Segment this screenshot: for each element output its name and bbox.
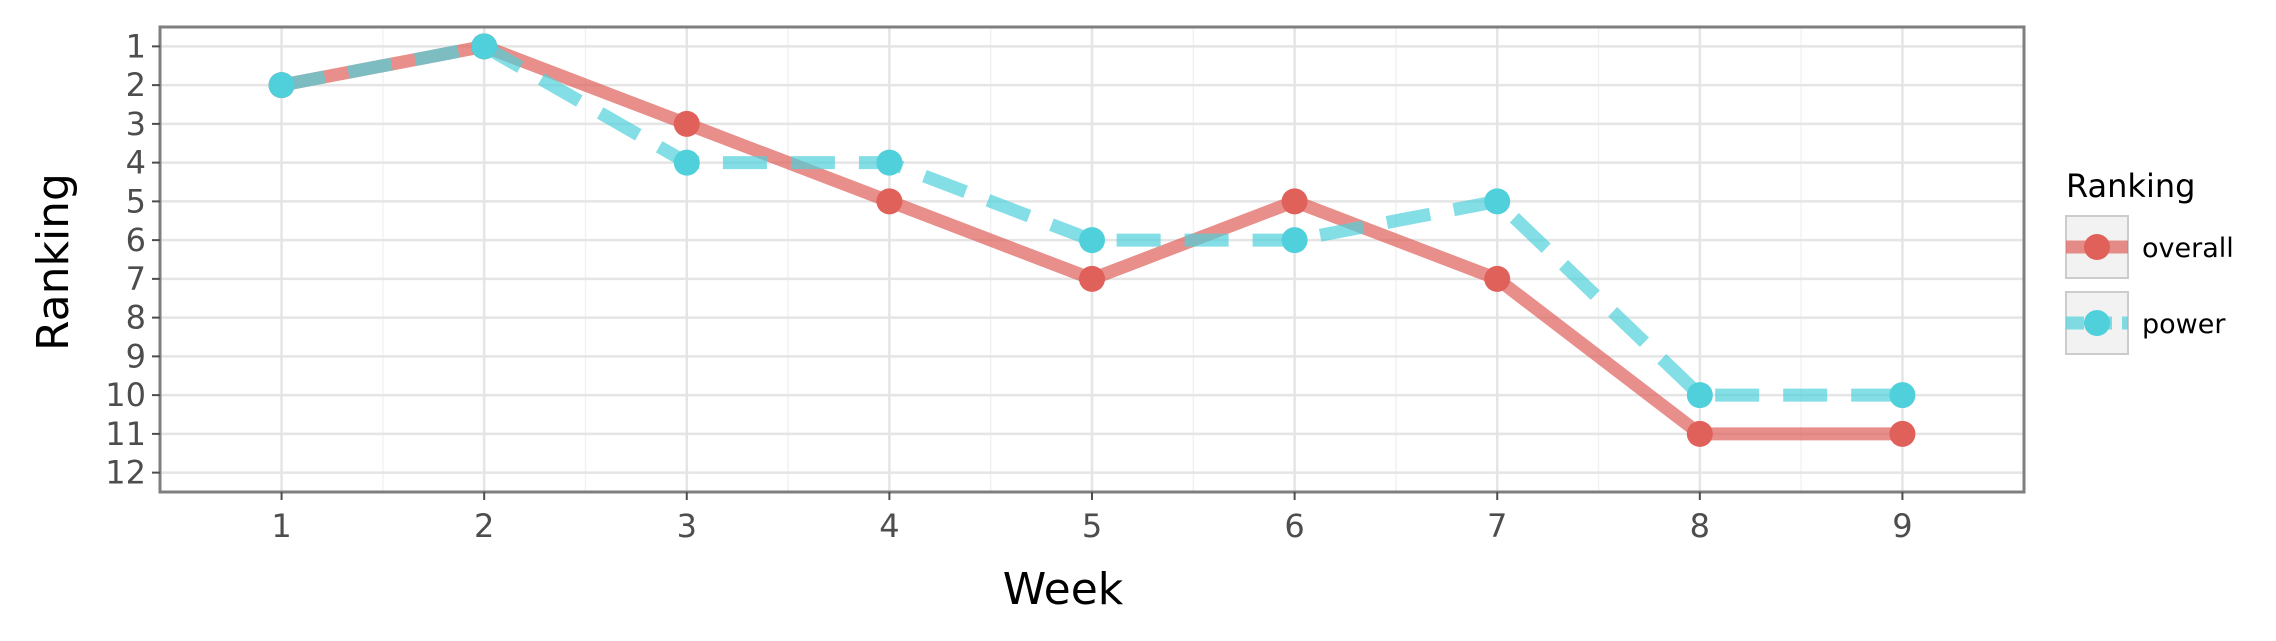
data-point-overall — [1281, 188, 1308, 215]
y-tick-label: 1 — [126, 27, 146, 65]
legend: Ranking overall power — [2065, 167, 2234, 355]
data-point-overall — [673, 110, 700, 137]
y-axis-title: Ranking — [28, 173, 79, 351]
x-tick-label: 3 — [677, 507, 697, 545]
data-point-power — [268, 72, 295, 99]
y-tick-label: 9 — [126, 337, 146, 375]
x-tick-label: 1 — [271, 507, 291, 545]
y-tick-label: 8 — [126, 299, 146, 337]
x-tick-label: 7 — [1487, 507, 1507, 545]
data-point-power — [1281, 227, 1308, 254]
x-tick-label: 6 — [1284, 507, 1304, 545]
legend-title: Ranking — [2066, 167, 2195, 205]
legend-label: power — [2142, 309, 2226, 340]
grid-lines — [160, 27, 2024, 492]
y-tick-label: 2 — [126, 66, 146, 104]
y-tick-label: 11 — [105, 415, 146, 453]
x-axis-title: Week — [1003, 564, 1124, 615]
y-tick-label: 7 — [126, 260, 146, 298]
x-tick-label: 5 — [1082, 507, 1102, 545]
legend-label: overall — [2142, 233, 2234, 264]
legend-key-point — [2084, 234, 2110, 260]
data-point-overall — [1889, 420, 1916, 447]
data-point-overall — [1079, 265, 1105, 292]
x-tick-label: 2 — [474, 507, 494, 545]
data-point-power — [471, 33, 498, 60]
y-tick-label: 12 — [105, 454, 146, 492]
data-series — [268, 33, 1916, 447]
legend-item-overall: overall — [2065, 215, 2234, 279]
legend-key-point — [2084, 310, 2110, 336]
y-tick-label: 5 — [126, 182, 146, 220]
legend-item-power: power — [2065, 291, 2226, 355]
data-point-power — [1079, 227, 1105, 254]
data-point-overall — [1686, 420, 1713, 447]
data-point-overall — [1484, 265, 1511, 292]
x-tick-label: 4 — [879, 507, 899, 545]
x-axis: 1 2 3 4 5 6 7 8 9 — [271, 492, 1913, 545]
data-point-power — [673, 149, 700, 176]
data-point-power — [876, 149, 903, 176]
data-point-power — [1686, 382, 1713, 409]
data-point-power — [1484, 188, 1511, 215]
y-tick-label: 3 — [126, 105, 146, 143]
x-tick-label: 9 — [1892, 507, 1912, 545]
data-point-power — [1889, 382, 1916, 409]
x-tick-label: 8 — [1690, 507, 1710, 545]
y-tick-label: 10 — [105, 376, 146, 414]
y-tick-label: 4 — [126, 144, 146, 182]
data-point-overall — [876, 188, 903, 215]
y-tick-label: 6 — [126, 221, 146, 259]
